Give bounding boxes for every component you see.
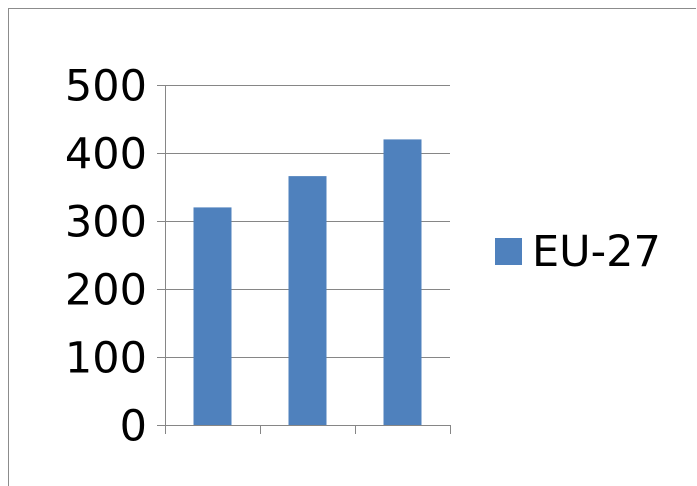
y-tick-label-0: 0: [120, 402, 147, 452]
y-tick-labels: 0 100 200 300 400 500: [65, 62, 147, 452]
legend-label-eu-27: EU-27: [532, 227, 661, 277]
bar-2: [288, 176, 327, 425]
bar-3: [383, 139, 422, 425]
y-tick-label-500: 500: [65, 62, 147, 112]
y-tick-label-100: 100: [65, 334, 147, 384]
y-tick-label-400: 400: [65, 130, 147, 180]
y-tick-label-200: 200: [65, 266, 147, 316]
bar-1: [193, 207, 232, 425]
y-tick-label-300: 300: [65, 198, 147, 248]
axes: [157, 85, 451, 434]
bars: [193, 139, 422, 425]
legend-swatch-eu-27: [495, 238, 522, 265]
legend: EU-27: [495, 227, 661, 277]
chart-frame: [8, 8, 696, 486]
